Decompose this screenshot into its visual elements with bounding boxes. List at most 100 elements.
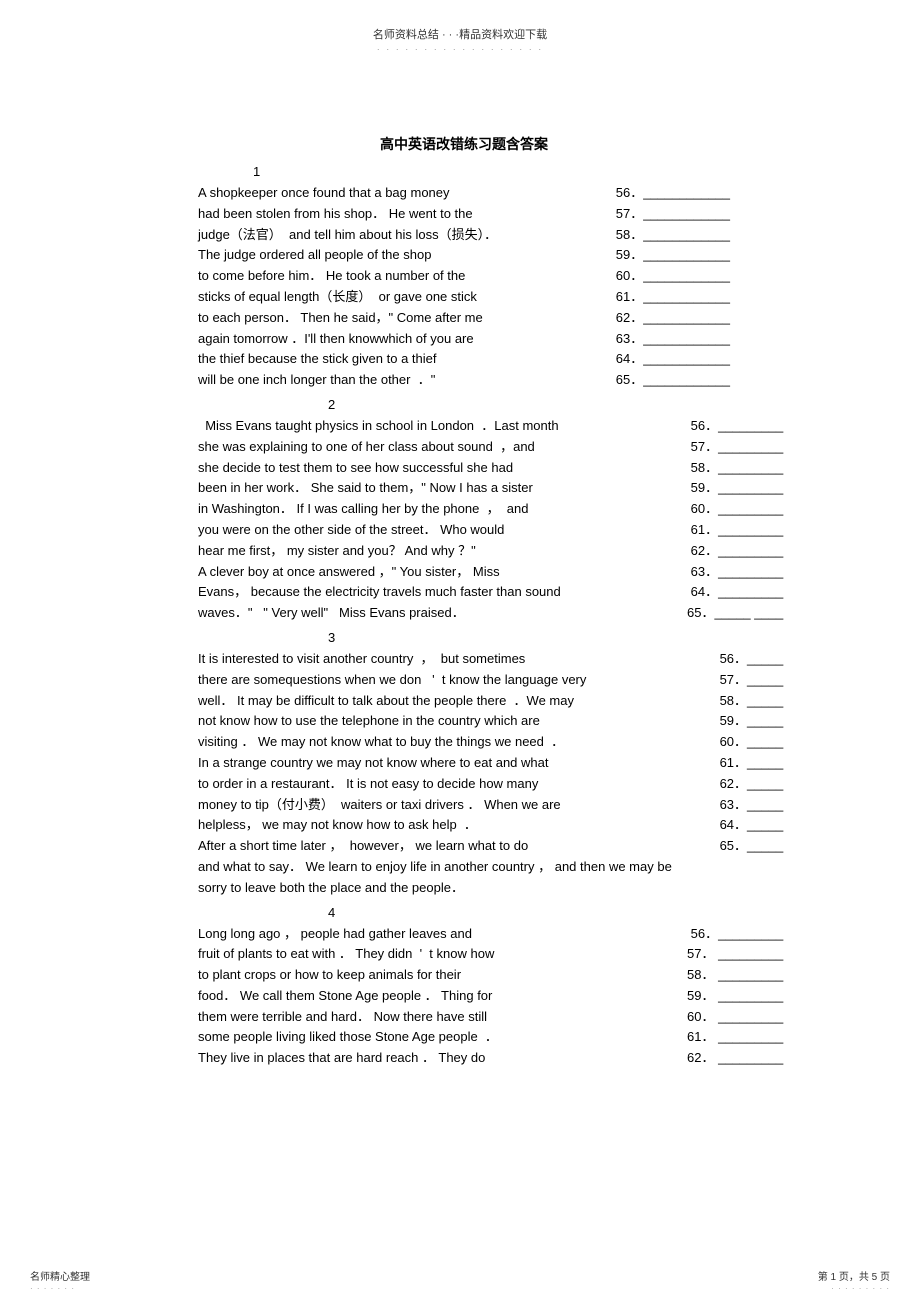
exercise-line: Evans， because the electricity travels m…: [198, 582, 783, 603]
exercise-line: money to tip（付小费） waiters or taxi driver…: [198, 795, 783, 816]
line-text: Evans， because the electricity travels m…: [198, 582, 561, 603]
exercise-line: It is interested to visit another countr…: [198, 649, 783, 670]
answer-blank: 59．_____: [694, 711, 783, 732]
exercise-line: well． It may be difficult to talk about …: [198, 691, 783, 712]
exercise-line: had been stolen from his shop． He went t…: [198, 204, 730, 225]
exercise-line: to plant crops or how to keep animals fo…: [198, 965, 783, 986]
line-text: to order in a restaurant． It is not easy…: [198, 774, 538, 795]
exercise-line: to order in a restaurant． It is not easy…: [198, 774, 783, 795]
answer-blank: 64．____________: [612, 349, 730, 370]
exercise-line: again tomorrow ．I'll then knowwhich of y…: [198, 329, 730, 350]
line-text: she was explaining to one of her class a…: [198, 437, 535, 458]
line-text: fruit of plants to eat with ． They didn …: [198, 944, 494, 965]
answer-blank: 63．____________: [612, 329, 730, 350]
line-text: to plant crops or how to keep animals fo…: [198, 965, 461, 986]
line-text: the thief because the stick given to a t…: [198, 349, 436, 370]
exercise-line: food． We call them Stone Age people ． Th…: [198, 986, 783, 1007]
exercise-line: in Washington． If I was calling her by t…: [198, 499, 783, 520]
section-number: 2: [328, 397, 730, 412]
exercise-line: fruit of plants to eat with ． They didn …: [198, 944, 783, 965]
answer-blank: 61． _________: [665, 1027, 783, 1048]
exercise-line: helpless， we may not know how to ask hel…: [198, 815, 783, 836]
exercise-line: not know how to use the telephone in the…: [198, 711, 783, 732]
exercise-line: will be one inch longer than the other ．…: [198, 370, 730, 391]
answer-blank: 58．____________: [616, 225, 730, 246]
answer-blank: 57．____________: [616, 204, 730, 225]
section-number: 1: [253, 164, 730, 179]
line-text: will be one inch longer than the other ．…: [198, 370, 435, 391]
answer-blank: 65．_____ ____: [644, 603, 783, 624]
line-text: food． We call them Stone Age people ． Th…: [198, 986, 492, 1007]
section-number: 4: [328, 905, 730, 920]
answer-blank: 61．____________: [616, 287, 730, 308]
exercise-line: she was explaining to one of her class a…: [198, 437, 783, 458]
page-header-dots: · · · · · · · · · · · · · · · · · ·: [0, 44, 920, 54]
footer-right-dots: · · · · · · · · ·: [831, 1284, 890, 1293]
answer-blank: 60．_________: [669, 499, 783, 520]
line-text: After a short time later ， however， we l…: [198, 836, 528, 857]
document-title: 高中英语改错练习题含答案: [198, 134, 730, 154]
line-text: They live in places that are hard reach …: [198, 1048, 485, 1069]
answer-blank: 58．_____: [712, 691, 783, 712]
exercise-line: waves．" " Very well" Miss Evans praised．…: [198, 603, 783, 624]
answer-blank: 57． _________: [673, 944, 784, 965]
page-header: 名师资料总结 · · ·精品资料欢迎下载: [0, 0, 920, 42]
line-text: not know how to use the telephone in the…: [198, 711, 540, 732]
exercise-line: she decide to test them to see how succe…: [198, 458, 783, 479]
answer-blank: 56．____________: [616, 183, 730, 204]
exercise-line: judge（法官） and tell him about his loss（损失…: [198, 225, 730, 246]
answer-blank: 65．____________: [612, 370, 730, 391]
exercise-line: Miss Evans taught physics in school in L…: [198, 416, 783, 437]
line-text: It is interested to visit another countr…: [198, 649, 525, 670]
line-text: been in her work． She said to them，" Now…: [198, 478, 533, 499]
line-text: Miss Evans taught physics in school in L…: [198, 416, 559, 437]
section-number: 3: [328, 630, 730, 645]
line-text: to come before him． He took a number of …: [198, 266, 465, 287]
line-text: Long long ago ， people had gather leaves…: [198, 924, 472, 945]
line-text: In a strange country we may not know whe…: [198, 753, 548, 774]
line-text: well． It may be difficult to talk about …: [198, 691, 574, 712]
exercise-line: The judge ordered all people of the shop…: [198, 245, 730, 266]
line-text: waves．" " Very well" Miss Evans praised．: [198, 603, 465, 624]
tail-line: sorry to leave both the place and the pe…: [198, 878, 730, 899]
line-text: visiting ． We may not know what to buy t…: [198, 732, 564, 753]
line-text: sticks of equal length（长度） or gave one s…: [198, 287, 477, 308]
line-text: them were terrible and hard． Now there h…: [198, 1007, 487, 1028]
footer-left-dots: · · · · · · ·: [30, 1284, 75, 1293]
answer-blank: 62．____________: [616, 308, 730, 329]
line-text: had been stolen from his shop． He went t…: [198, 204, 473, 225]
exercise-line: to each person． Then he said，" Come afte…: [198, 308, 730, 329]
answer-blank: 62． _________: [669, 1048, 783, 1069]
answer-blank: 56．_____: [694, 649, 783, 670]
answer-blank: 61．_________: [669, 520, 783, 541]
line-text: A clever boy at once answered ，" You sis…: [198, 562, 500, 583]
answer-blank: 62．_________: [651, 541, 783, 562]
answer-blank: 62．_____: [698, 774, 783, 795]
line-text: money to tip（付小费） waiters or taxi driver…: [198, 795, 561, 816]
line-text: you were on the other side of the street…: [198, 520, 504, 541]
footer-left: 名师精心整理: [30, 1268, 90, 1283]
exercise-line: the thief because the stick given to a t…: [198, 349, 730, 370]
answer-blank: 61．_____: [694, 753, 783, 774]
line-text: again tomorrow ．I'll then knowwhich of y…: [198, 329, 474, 350]
answer-blank: 60．____________: [616, 266, 730, 287]
line-text: A shopkeeper once found that a bag money: [198, 183, 450, 204]
answer-blank: 60．_____: [687, 732, 783, 753]
answer-blank: 63．_____: [687, 795, 783, 816]
footer-right: 第 1 页，共 5 页: [818, 1268, 890, 1283]
exercise-line: them were terrible and hard． Now there h…: [198, 1007, 783, 1028]
exercise-line: They live in places that are hard reach …: [198, 1048, 783, 1069]
tail-line: and what to say． We learn to enjoy life …: [198, 857, 730, 878]
answer-blank: 58． _________: [673, 965, 784, 986]
line-text: helpless， we may not know how to ask hel…: [198, 815, 477, 836]
answer-blank: 58．_________: [676, 458, 783, 479]
exercise-line: A shopkeeper once found that a bag money…: [198, 183, 730, 204]
answer-blank: 64．_____: [662, 815, 783, 836]
answer-blank: 59．____________: [616, 245, 730, 266]
exercise-line: hear me first， my sister and you？ And wh…: [198, 541, 783, 562]
line-text: some people living liked those Stone Age…: [198, 1027, 498, 1048]
line-text: she decide to test them to see how succe…: [198, 458, 513, 479]
answer-blank: 57．_____: [716, 670, 783, 691]
line-text: there are somequestions when we don ' t …: [198, 670, 586, 691]
answer-blank: 60． _________: [669, 1007, 783, 1028]
